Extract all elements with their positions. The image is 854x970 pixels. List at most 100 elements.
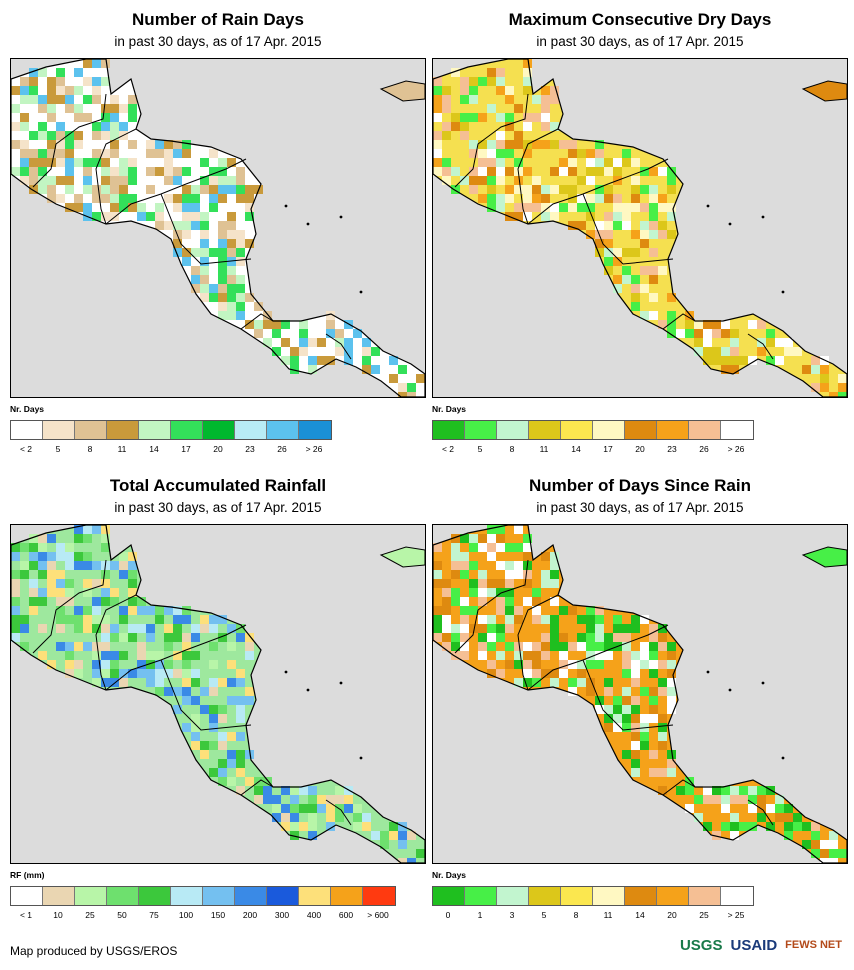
grid-cell (523, 651, 532, 660)
grid-cell (56, 606, 65, 615)
grid-cell (245, 212, 254, 221)
grid-cell (74, 86, 83, 95)
grid-cell (218, 230, 227, 239)
grid-cell (227, 759, 236, 768)
grid-cell (721, 822, 730, 831)
grid-cell (38, 131, 47, 140)
grid-cell (568, 678, 577, 687)
grid-cell (218, 615, 227, 624)
grid-cell (514, 660, 523, 669)
grid-cell (110, 203, 119, 212)
grid-cell (559, 203, 568, 212)
grid-cell (29, 68, 38, 77)
grid-cell (631, 176, 640, 185)
grid-cell (568, 158, 577, 167)
grid-cell (20, 176, 29, 185)
grid-cell (595, 185, 604, 194)
grid-cell (245, 642, 254, 651)
grid-cell (478, 176, 487, 185)
grid-cell (532, 678, 541, 687)
grid-cell (227, 158, 236, 167)
grid-cell (155, 221, 164, 230)
grid-cell (541, 579, 550, 588)
grid-cell (838, 383, 847, 392)
grid-cell (622, 651, 631, 660)
grid-cell (613, 203, 622, 212)
grid-cell (20, 86, 29, 95)
grid-cell (308, 786, 317, 795)
grid-cell (820, 383, 829, 392)
grid-cell (119, 552, 128, 561)
grid-cell (83, 59, 92, 68)
grid-cell (649, 705, 658, 714)
grid-cell (191, 732, 200, 741)
grid-cell (433, 149, 442, 158)
grid-cell (505, 95, 514, 104)
grid-cell (29, 606, 38, 615)
grid-cell (11, 588, 20, 597)
grid-cell (164, 669, 173, 678)
grid-cell (299, 338, 308, 347)
grid-cell (532, 669, 541, 678)
grid-cell (155, 149, 164, 158)
grid-cell (191, 275, 200, 284)
grid-cell (622, 723, 631, 732)
grid-cell (101, 615, 110, 624)
country-border (95, 128, 137, 225)
grid-cell (92, 185, 101, 194)
grid-cell (173, 615, 182, 624)
grid-cell (110, 95, 119, 104)
legend-label: 25 (699, 910, 709, 920)
grid-cell (604, 194, 613, 203)
grid-cell (101, 579, 110, 588)
grid-cell (739, 795, 748, 804)
grid-cell (811, 356, 820, 365)
grid-cell (65, 579, 74, 588)
grid-cell (29, 77, 38, 86)
country-border (527, 624, 669, 691)
grid-cell (101, 570, 110, 579)
grid-cell (559, 185, 568, 194)
grid-cell (442, 633, 451, 642)
grid-cell (550, 203, 559, 212)
grid-cell (38, 534, 47, 543)
grid-cell (65, 104, 74, 113)
grid-cell (523, 669, 532, 678)
grid-cell (362, 365, 371, 374)
grid-cell (236, 194, 245, 203)
legend-label: < 2 (19, 444, 33, 454)
grid-cell (29, 131, 38, 140)
grid-cell (119, 651, 128, 660)
grid-cell (83, 606, 92, 615)
grid-cell (667, 203, 676, 212)
grid-cell (47, 158, 56, 167)
grid-cell (290, 365, 299, 374)
grid-cell (173, 651, 182, 660)
grid-cell (110, 122, 119, 131)
grid-cell (191, 203, 200, 212)
grid-cell (748, 822, 757, 831)
legend-label: 17 (181, 444, 191, 454)
grid-cell (335, 329, 344, 338)
grid-cell (541, 194, 550, 203)
grid-cell (676, 329, 685, 338)
grid-cell (523, 543, 532, 552)
grid-cell (227, 185, 236, 194)
grid-cell (173, 239, 182, 248)
grid-cell (236, 293, 245, 302)
grid-cell (442, 167, 451, 176)
grid-cell (658, 642, 667, 651)
grid-cell (200, 230, 209, 239)
grid-cell (613, 615, 622, 624)
grid-cell (550, 669, 559, 678)
grid-cell (433, 570, 442, 579)
grid-cell (586, 212, 595, 221)
grid-cell (146, 678, 155, 687)
grid-cell (146, 624, 155, 633)
grid-cell (775, 813, 784, 822)
grid-cell (83, 588, 92, 597)
grid-cell (218, 194, 227, 203)
grid-cell (200, 284, 209, 293)
grid-cell (658, 203, 667, 212)
legend-label: 20 (635, 444, 645, 454)
